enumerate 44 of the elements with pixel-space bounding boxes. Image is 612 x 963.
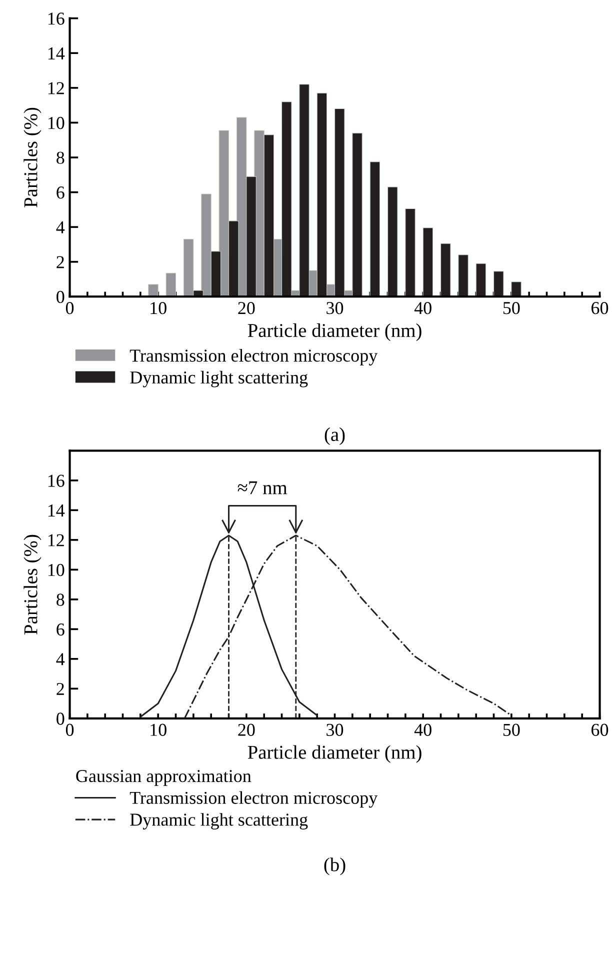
x-tick-label: 40 — [414, 302, 432, 314]
x-tick-label: 50 — [503, 724, 520, 736]
x-tick-label: 10 — [150, 302, 166, 314]
legend-label: Transmission electron microscopy — [130, 791, 378, 808]
y-tick-label: 10 — [48, 564, 64, 576]
x-tick-label: 0 — [66, 724, 74, 736]
text: (b) — [324, 858, 346, 876]
y-tick-label: 0 — [56, 712, 64, 725]
y-tick-label: 16 — [48, 12, 64, 25]
x-tick-label: 10 — [150, 724, 166, 736]
y-axis-title: Particles (%) — [24, 534, 42, 634]
y-tick-label: 2 — [56, 256, 64, 268]
x-tick-label: 40 — [414, 724, 432, 736]
annotation: ≈7 nm — [238, 481, 288, 494]
legend-label: Dynamic light scattering — [130, 813, 308, 830]
x-tick-label: 60 — [592, 302, 608, 314]
y-axis-title: Particles (%) — [24, 108, 42, 208]
x-tick-label: 60 — [592, 724, 608, 736]
x-tick-label: 30 — [326, 302, 344, 314]
x-axis-title: Particle diameter (nm) — [248, 323, 422, 342]
y-tick-label: 8 — [56, 152, 64, 164]
y-tick-label: 4 — [56, 221, 65, 234]
y-tick-label: 10 — [48, 116, 64, 130]
legend-title: Gaussian approximation — [76, 770, 252, 786]
x-tick-label: 50 — [503, 302, 520, 314]
y-tick-label: 4 — [56, 653, 65, 666]
legend-label: Transmission electron microscopy — [130, 349, 378, 366]
y-tick-label: 14 — [48, 47, 65, 60]
y-tick-label: 12 — [48, 534, 64, 546]
y-tick-label: 8 — [56, 594, 64, 606]
text: (a) — [324, 427, 345, 446]
y-tick-label: 12 — [48, 82, 64, 94]
y-tick-label: 2 — [56, 682, 64, 695]
y-tick-label: 6 — [56, 186, 64, 199]
x-tick-label: 30 — [326, 724, 344, 736]
y-tick-label: 16 — [48, 474, 64, 487]
y-tick-label: 0 — [56, 290, 64, 304]
x-tick-label: 0 — [66, 302, 74, 314]
y-tick-label: 6 — [56, 623, 64, 636]
legend-label: Dynamic light scattering — [130, 370, 308, 388]
x-axis-title: Particle diameter (nm) — [248, 745, 422, 763]
x-tick-label: 20 — [238, 302, 255, 314]
x-tick-label: 20 — [238, 724, 255, 736]
y-tick-label: 14 — [48, 504, 65, 516]
